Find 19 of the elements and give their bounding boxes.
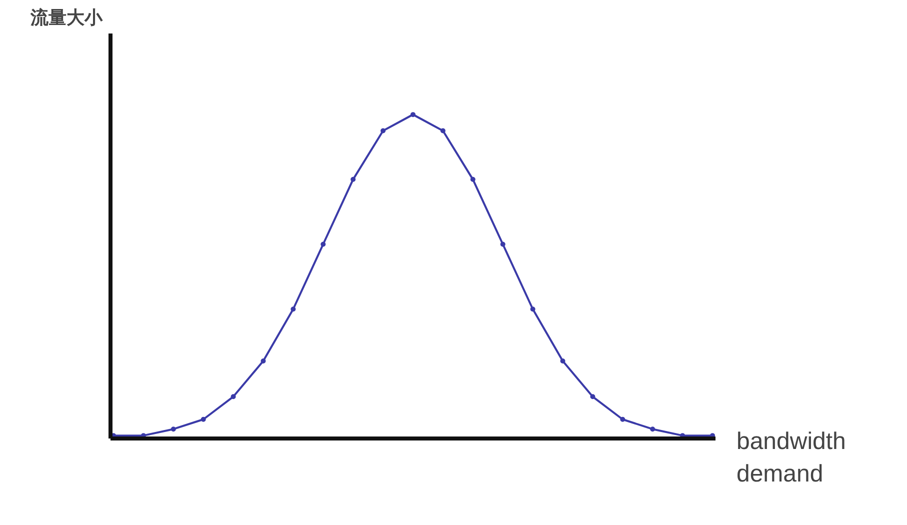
point [620,416,626,422]
point [470,176,476,182]
point [200,416,206,422]
point [500,242,506,247]
point [380,128,386,134]
point [260,358,266,364]
point [590,394,596,400]
y-axis-title: 流量大小 [30,8,104,28]
point [290,306,296,312]
point [320,242,326,247]
x-axis-title: bandwidth demand [736,428,846,488]
point [560,358,566,364]
point [440,128,446,134]
point [650,426,656,432]
point [530,306,536,312]
point [170,426,176,432]
point [230,394,236,400]
point [410,112,416,118]
point [350,176,356,182]
